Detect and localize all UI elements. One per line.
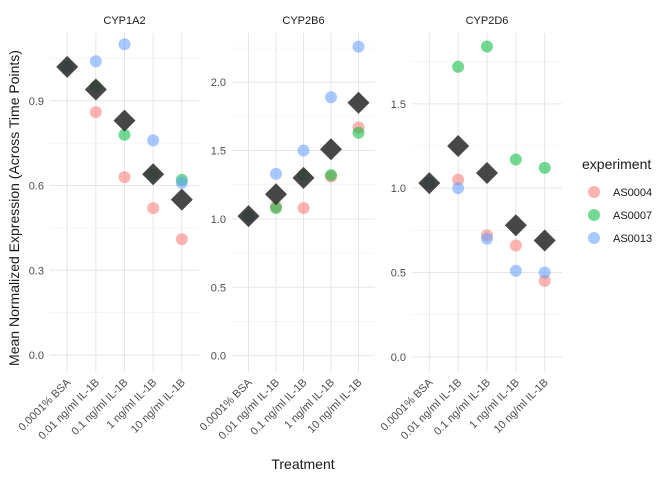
point-as0004 — [452, 173, 465, 186]
legend-title: experiment — [582, 156, 651, 172]
mean-diamond-marker — [504, 214, 527, 237]
point-as0013 — [352, 40, 365, 53]
y-tick-label: 0.5 — [211, 282, 226, 294]
point-as0013 — [325, 91, 337, 104]
legend-label-as0013: AS0013 — [613, 233, 652, 245]
point-as0004 — [538, 274, 551, 287]
point-as0013 — [481, 232, 493, 245]
y-tick-label: 1.5 — [391, 99, 406, 111]
point-as0013 — [147, 134, 160, 147]
y-tick-label: 0.5 — [391, 267, 406, 279]
point-as0013 — [270, 167, 282, 180]
point-as0004 — [147, 202, 160, 215]
point-as0007 — [452, 60, 465, 73]
mean-diamond-marker — [84, 78, 107, 101]
mean-diamond-marker — [170, 188, 193, 211]
facet-title: CYP2D6 — [466, 15, 509, 27]
y-tick-label: 1.0 — [211, 214, 226, 226]
legend-key-as0004 — [588, 186, 600, 198]
point-as0013 — [175, 176, 188, 189]
point-as0013 — [452, 182, 465, 195]
point-as0004 — [509, 239, 522, 252]
mean-diamond-marker — [476, 161, 498, 184]
mean-diamond-marker — [237, 205, 260, 228]
mean-diamond-marker — [533, 229, 556, 252]
legend: AS0004 AS0007 AS0013 — [588, 186, 652, 245]
mean-diamond-marker — [292, 166, 315, 189]
legend-key-as0013 — [588, 232, 600, 244]
mean-diamond-marker — [447, 135, 470, 157]
mean-diamond-marker — [56, 55, 79, 78]
y-axis-label: Mean Normalized Expression (Across Time … — [6, 50, 22, 366]
y-tick-label: 0.3 — [29, 265, 44, 277]
x-axis-label: Treatment — [271, 456, 334, 472]
mean-diamond-marker — [113, 109, 136, 132]
legend-label-as0004: AS0004 — [613, 187, 652, 199]
point-as0007 — [270, 201, 282, 214]
legend-key-as0007 — [588, 209, 600, 221]
point-as0007 — [538, 161, 551, 174]
point-as0013 — [538, 266, 551, 279]
point-as0004 — [297, 201, 310, 214]
facet-title: CYP2B6 — [282, 15, 324, 27]
point-as0013 — [118, 38, 131, 51]
y-tick-label: 1.5 — [211, 146, 226, 158]
y-tick-label: 1.0 — [391, 183, 406, 195]
point-as0007 — [118, 128, 131, 141]
y-tick-label: 0.0 — [29, 350, 44, 362]
y-tick-label: 0.6 — [29, 181, 44, 193]
point-as0004 — [118, 171, 131, 184]
point-as0007 — [352, 126, 365, 139]
point-as0013 — [297, 144, 310, 157]
y-tick-label: 0.9 — [29, 96, 44, 108]
point-as0013 — [509, 264, 522, 277]
facet-title: CYP1A2 — [103, 15, 145, 27]
point-as0007 — [325, 169, 337, 182]
mean-diamond-marker — [320, 138, 342, 161]
point-as0004 — [89, 106, 102, 119]
mean-diamond-marker — [347, 91, 370, 114]
mean-diamond-marker — [142, 163, 165, 186]
point-as0013 — [89, 55, 102, 68]
y-tick-label: 0.0 — [391, 352, 406, 364]
legend-label-as0007: AS0007 — [613, 210, 652, 222]
y-tick-label: 0.0 — [211, 351, 226, 363]
mean-diamond-marker — [265, 183, 287, 206]
point-as0007 — [509, 153, 522, 166]
point-as0004 — [175, 233, 188, 246]
y-tick-label: 2.0 — [211, 77, 226, 89]
point-as0007 — [481, 40, 493, 53]
mean-diamond-marker — [418, 172, 441, 195]
